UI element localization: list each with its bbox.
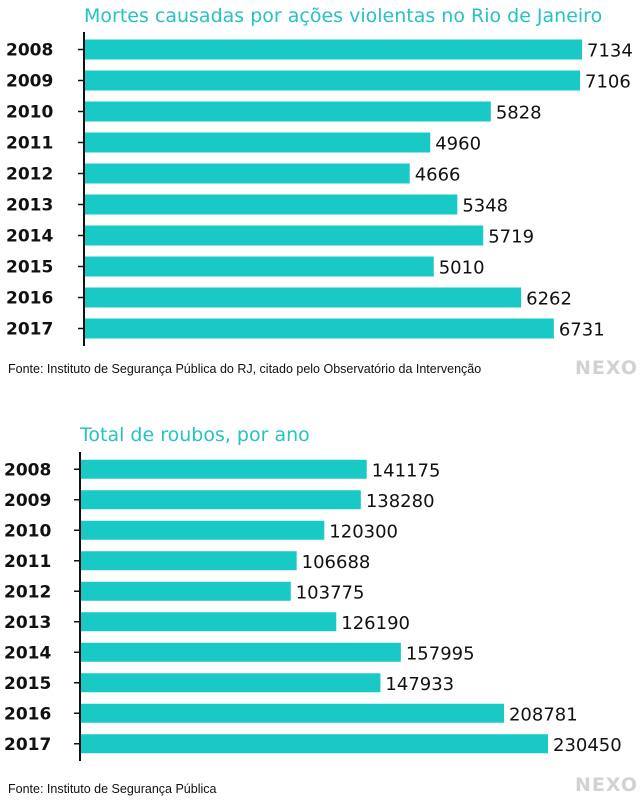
data-label: 230450 bbox=[553, 735, 622, 756]
data-label: 103775 bbox=[296, 582, 365, 603]
bar bbox=[80, 703, 504, 723]
data-label: 6262 bbox=[526, 289, 572, 310]
y-tick-label: 2015 bbox=[4, 674, 51, 694]
data-label: 5348 bbox=[462, 196, 508, 217]
y-tick-label: 2016 bbox=[4, 704, 51, 724]
data-label: 138280 bbox=[366, 491, 435, 512]
bar bbox=[80, 581, 291, 601]
data-label: 6731 bbox=[559, 320, 605, 341]
bar bbox=[84, 287, 522, 308]
bar bbox=[80, 490, 361, 510]
chart-panel-roubos: Total de roubos, por ano 2008 141175 2009 1… bbox=[0, 410, 640, 800]
data-label: 106688 bbox=[302, 552, 371, 573]
bar bbox=[84, 256, 434, 277]
y-tick-label: 2017 bbox=[6, 320, 53, 340]
y-tick-label: 2008 bbox=[4, 460, 51, 480]
y-tick-label: 2009 bbox=[4, 491, 51, 511]
bar bbox=[80, 551, 297, 571]
bar bbox=[84, 39, 582, 60]
y-tick-label: 2011 bbox=[4, 552, 51, 572]
chart-panel-mortes: Mortes causadas por ações violentas no R… bbox=[0, 0, 640, 390]
data-label: 4666 bbox=[415, 165, 461, 186]
y-tick-label: 2010 bbox=[4, 521, 51, 541]
y-tick-label: 2012 bbox=[6, 165, 53, 185]
bar bbox=[84, 225, 484, 246]
y-tick-label: 2011 bbox=[6, 134, 53, 154]
y-tick-label: 2016 bbox=[6, 289, 53, 309]
y-tick-label: 2015 bbox=[6, 258, 53, 278]
data-label: 147933 bbox=[385, 674, 454, 695]
data-label: 5719 bbox=[488, 227, 534, 248]
data-label: 5828 bbox=[496, 103, 542, 124]
y-tick-label: 2013 bbox=[4, 613, 51, 633]
bar bbox=[84, 318, 554, 339]
bar bbox=[80, 459, 367, 479]
data-label: 5010 bbox=[439, 258, 485, 279]
bar bbox=[84, 194, 458, 215]
chart-source: Fonte: Instituto de Segurança Pública bbox=[8, 782, 217, 796]
nexo-logo: NEXO bbox=[574, 357, 638, 379]
y-tick-label: 2014 bbox=[4, 643, 51, 663]
data-label: 126190 bbox=[341, 613, 410, 634]
data-label: 4960 bbox=[435, 134, 481, 155]
chart-title: Mortes causadas por ações violentas no R… bbox=[84, 5, 603, 27]
nexo-logo: NEXO bbox=[574, 774, 638, 796]
data-label: 208781 bbox=[509, 704, 578, 725]
bar bbox=[84, 70, 581, 91]
bar bbox=[80, 520, 325, 540]
data-label: 7134 bbox=[587, 41, 633, 62]
bar bbox=[84, 132, 431, 153]
bar bbox=[80, 642, 401, 662]
y-tick-label: 2017 bbox=[4, 735, 51, 755]
y-tick-label: 2013 bbox=[6, 196, 53, 216]
y-tick-label: 2008 bbox=[6, 41, 53, 61]
data-label: 141175 bbox=[372, 460, 441, 481]
bar bbox=[84, 101, 491, 122]
data-label: 120300 bbox=[329, 521, 398, 542]
bar-chart-roubos: 2008 141175 2009 138280 2010 120300 2011 106688… bbox=[4, 452, 622, 761]
y-tick-label: 2012 bbox=[4, 582, 51, 602]
data-label: 7106 bbox=[585, 72, 631, 93]
y-tick-label: 2014 bbox=[6, 227, 53, 247]
chart-title: Total de roubos, por ano bbox=[80, 424, 310, 446]
chart-source: Fonte: Instituto de Segurança Pública do… bbox=[8, 362, 482, 376]
y-tick-label: 2010 bbox=[6, 103, 53, 123]
y-tick-label: 2009 bbox=[6, 72, 53, 92]
bar-chart-mortes: 2008 7134 2009 7106 2010 5828 2011 4960 2012 4666… bbox=[6, 32, 633, 346]
bar bbox=[80, 673, 381, 693]
bar bbox=[84, 163, 410, 184]
data-label: 157995 bbox=[406, 643, 475, 664]
bar bbox=[80, 734, 548, 754]
bar bbox=[80, 612, 337, 632]
